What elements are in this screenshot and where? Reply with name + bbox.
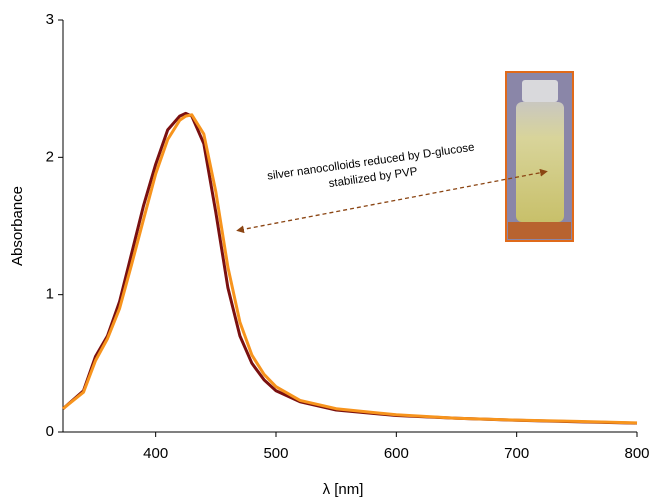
y-tick-label: 0 xyxy=(46,423,54,440)
annotation: silver nanocolloids reduced by D-glucose… xyxy=(267,142,476,191)
x-tick-label: 600 xyxy=(384,445,409,462)
x-tick-label: 700 xyxy=(504,445,529,462)
y-tick-label: 1 xyxy=(46,286,54,303)
x-tick-label: 500 xyxy=(263,445,288,462)
annotation-arrow xyxy=(236,168,548,234)
x-tick-label: 800 xyxy=(624,445,649,462)
x-tick-label: 400 xyxy=(143,445,168,462)
y-tick-label: 2 xyxy=(46,148,54,165)
vial-photo xyxy=(505,71,574,242)
x-axis-label: λ [nm] xyxy=(323,481,364,498)
y-axis-label: Absorbance xyxy=(9,186,26,266)
data-line xyxy=(62,113,638,425)
y-tick-label: 3 xyxy=(46,11,54,28)
